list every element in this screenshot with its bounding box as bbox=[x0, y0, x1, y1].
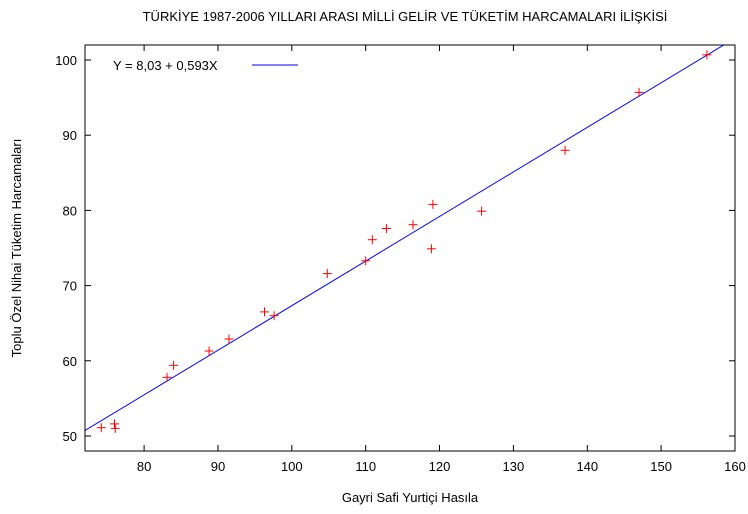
data-point bbox=[426, 244, 436, 254]
data-point bbox=[634, 87, 644, 97]
y-tick-label: 50 bbox=[63, 429, 77, 444]
y-axis-label: Toplu Özel Nihai Tüketim Harcamaları bbox=[9, 139, 24, 358]
data-point bbox=[110, 419, 119, 429]
data-point bbox=[110, 423, 120, 433]
data-point bbox=[269, 311, 279, 321]
y-tick-label: 90 bbox=[63, 128, 77, 143]
legend-label: Y = 8,03 + 0,593X bbox=[113, 58, 218, 73]
x-tick-label: 80 bbox=[137, 459, 151, 474]
data-point bbox=[224, 334, 234, 344]
data-point bbox=[162, 372, 172, 382]
data-point bbox=[361, 256, 371, 266]
x-tick-label: 90 bbox=[211, 459, 225, 474]
x-tick-label: 150 bbox=[650, 459, 672, 474]
data-point bbox=[204, 346, 214, 356]
chart-title: TÜRKİYE 1987-2006 YILLARI ARASI MİLLİ GE… bbox=[143, 9, 668, 24]
plot-area-border bbox=[84, 44, 736, 452]
data-point bbox=[322, 269, 332, 279]
data-points bbox=[96, 50, 712, 433]
data-point bbox=[408, 220, 418, 230]
fit-line-layer bbox=[85, 45, 725, 431]
x-tick-label: 160 bbox=[724, 459, 746, 474]
y-tick-label: 80 bbox=[63, 203, 77, 218]
y-tick-label: 70 bbox=[63, 279, 77, 294]
x-tick-label: 100 bbox=[281, 459, 303, 474]
data-point bbox=[477, 206, 487, 216]
y-tick-label: 60 bbox=[63, 354, 77, 369]
legend: Y = 8,03 + 0,593X bbox=[113, 58, 298, 73]
x-tick-label: 110 bbox=[355, 459, 376, 474]
data-point bbox=[260, 307, 269, 317]
fit-line bbox=[85, 45, 725, 431]
data-point bbox=[560, 145, 570, 155]
data-point bbox=[96, 423, 106, 433]
data-point bbox=[428, 199, 438, 209]
x-tick-label: 140 bbox=[576, 459, 598, 474]
data-point bbox=[169, 360, 179, 370]
data-point bbox=[367, 235, 377, 245]
x-tick-label: 120 bbox=[429, 459, 451, 474]
x-axis-label: Gayri Safi Yurtiçi Hasıla bbox=[342, 490, 479, 505]
y-tick-label: 100 bbox=[55, 53, 77, 68]
x-tick-label: 130 bbox=[503, 459, 525, 474]
data-point bbox=[381, 224, 391, 233]
axis-ticks: 80 90 100 110 120 130 140 150 160 50 60 70 80 90 100 bbox=[55, 45, 746, 474]
data-point bbox=[702, 50, 712, 60]
